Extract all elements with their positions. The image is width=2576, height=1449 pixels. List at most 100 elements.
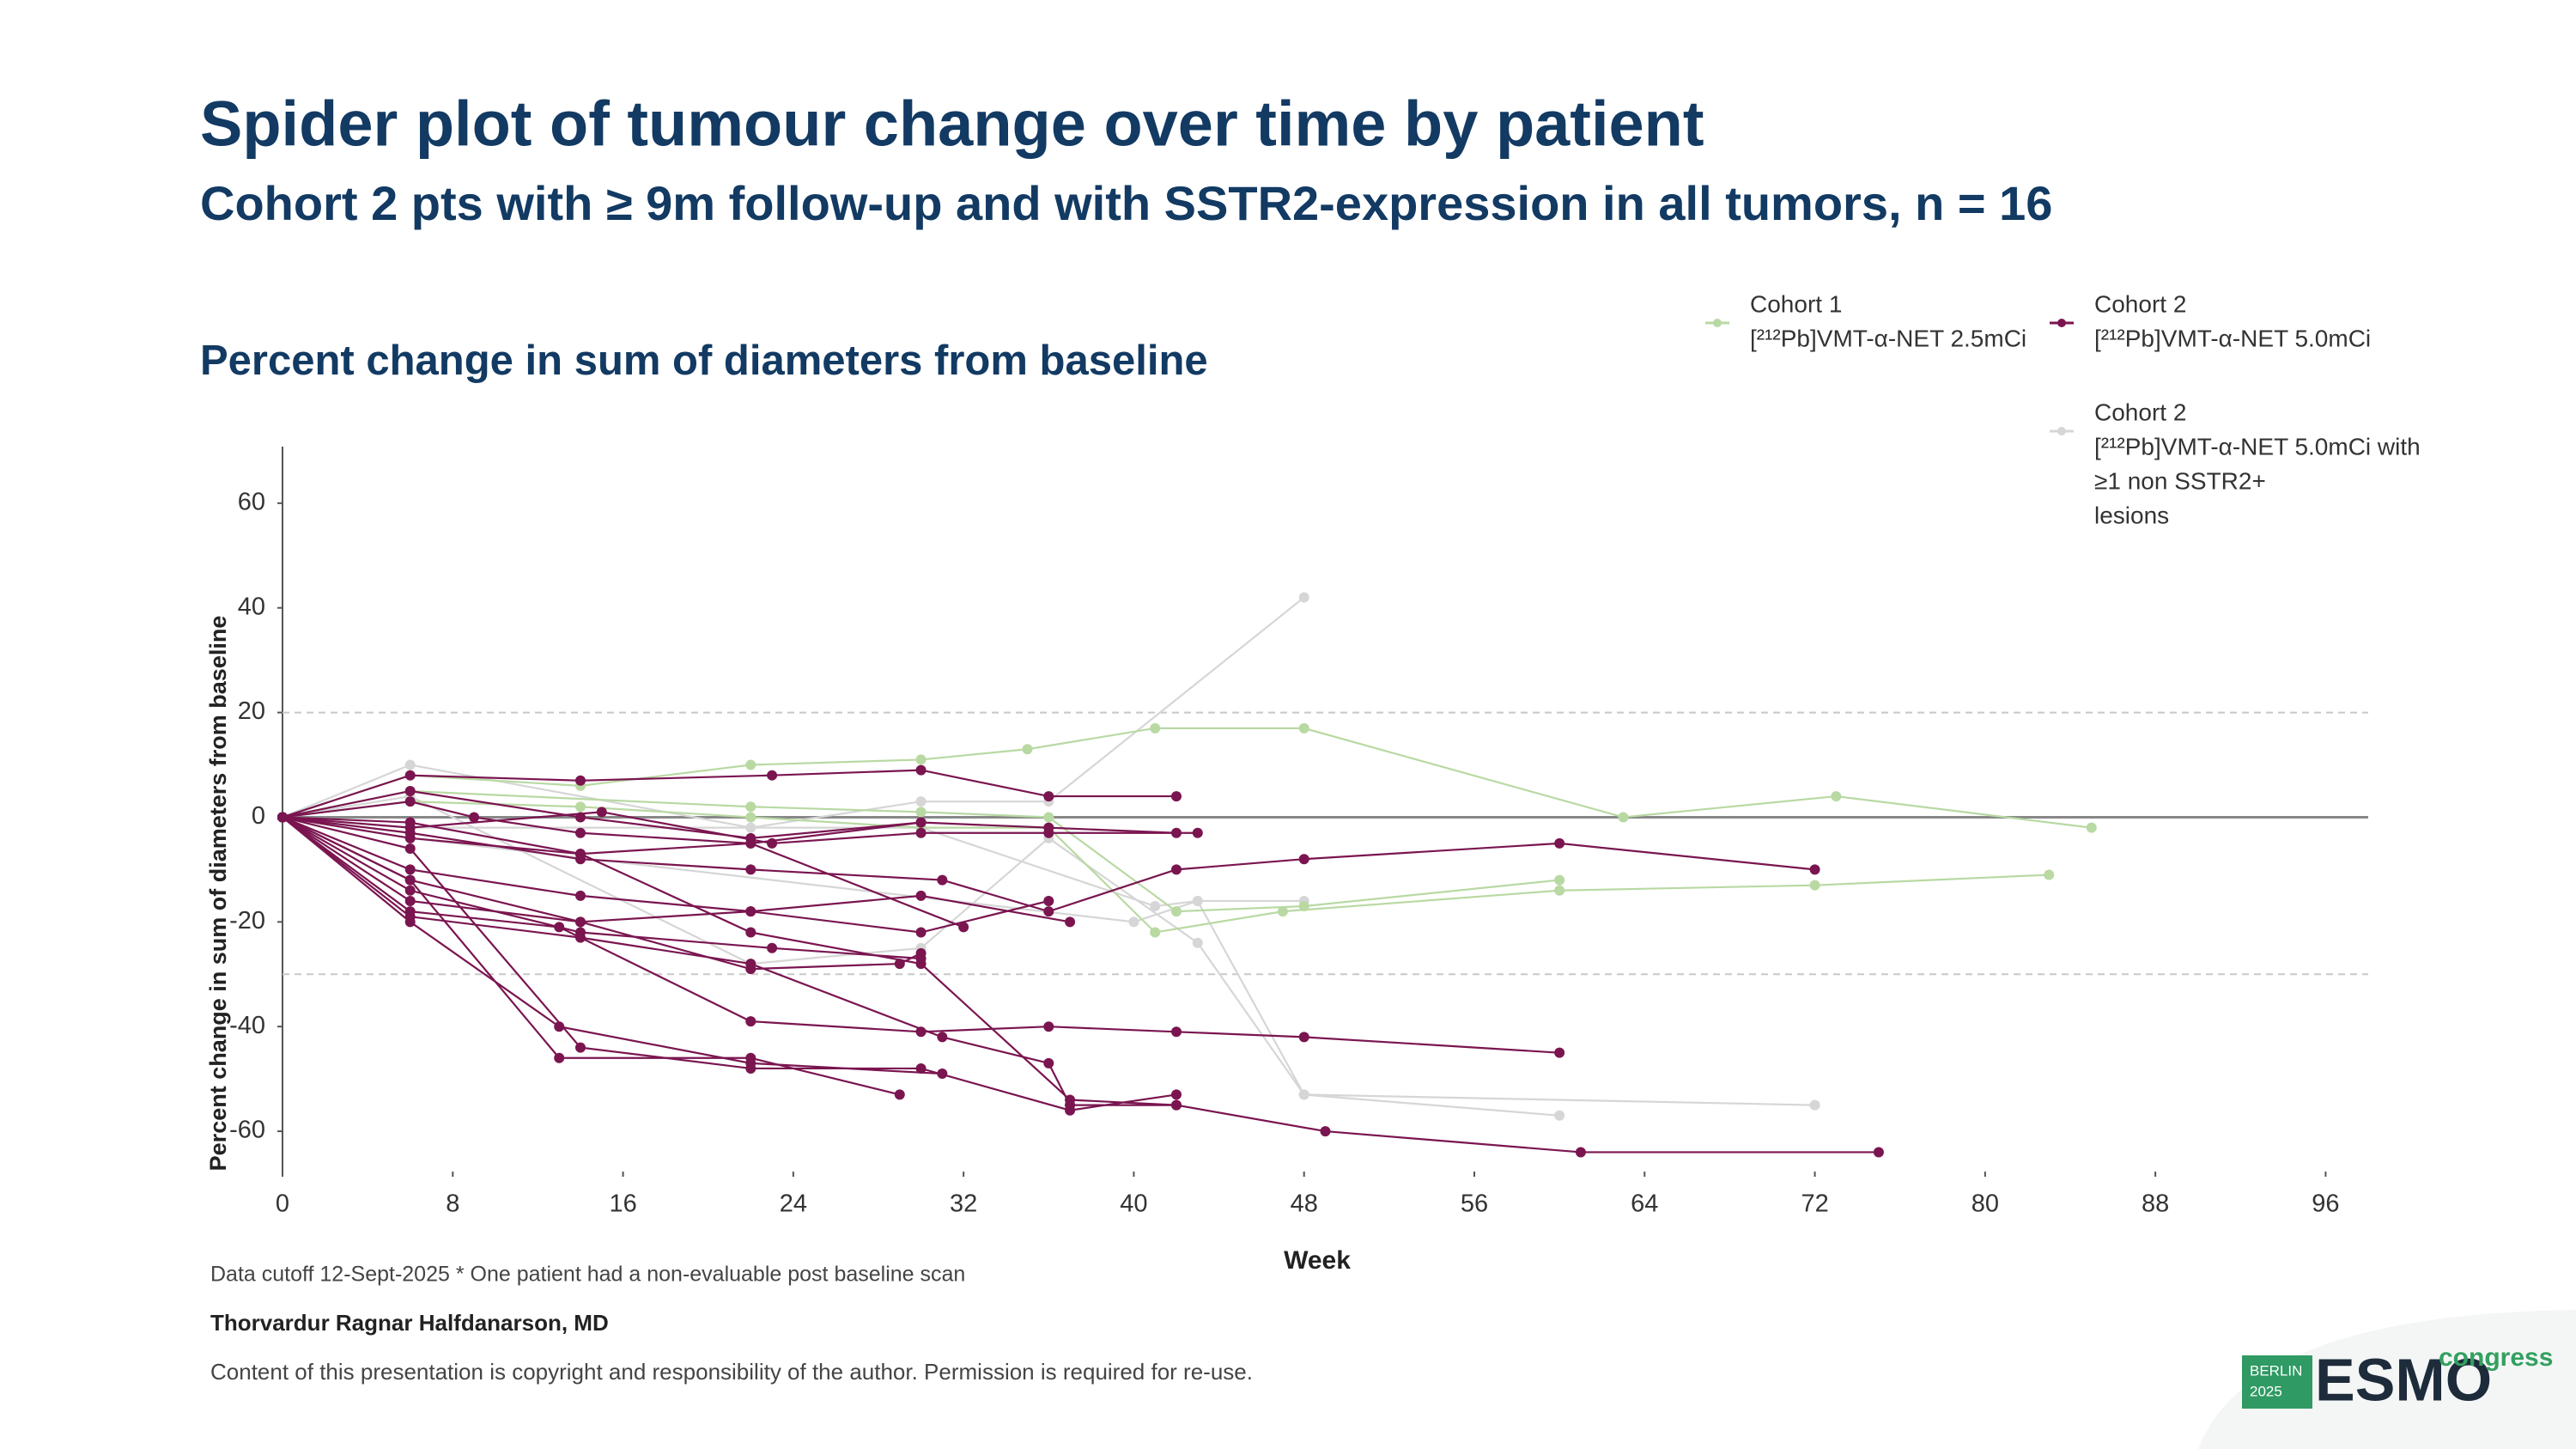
patient-point <box>575 932 586 943</box>
patient-point <box>915 796 927 807</box>
author: Thorvardur Ragnar Halfdanarson, MD <box>210 1310 609 1336</box>
patient-point <box>1575 1147 1586 1158</box>
patient-point <box>404 817 416 828</box>
logo-background <box>2198 1310 2576 1449</box>
slide-subtitle: Cohort 2 pts with ≥ 9m follow-up and wit… <box>200 176 2052 230</box>
legend-name: Cohort 1 <box>1750 290 1842 317</box>
patient-point <box>745 864 756 875</box>
y-tick-label: -60 <box>229 1117 265 1144</box>
patient-point <box>767 770 778 781</box>
patient-point <box>1128 916 1139 928</box>
patient-point <box>745 927 756 938</box>
x-tick-label: 40 <box>1120 1190 1147 1218</box>
patient-point <box>575 1042 586 1053</box>
patient-point <box>915 754 927 765</box>
patient-point <box>745 837 756 849</box>
patient-point <box>745 812 756 823</box>
patient-point <box>277 812 288 823</box>
patient-point <box>1043 822 1054 833</box>
logo-city: BERLIN <box>2250 1362 2302 1379</box>
patient-point <box>575 827 586 838</box>
patient-point <box>1554 874 1565 886</box>
x-tick-label: 32 <box>950 1190 977 1218</box>
slide-title: Spider plot of tumour change over time b… <box>200 88 1704 160</box>
patient-line <box>282 816 1879 1154</box>
patient-point <box>915 807 927 818</box>
patient-point <box>1043 895 1054 906</box>
y-axis-label: Percent change in sum of diameters from … <box>205 616 231 1172</box>
patient-point <box>1043 791 1054 802</box>
patient-point <box>915 947 927 959</box>
patient-point <box>1065 1094 1076 1105</box>
patient-point <box>554 1021 565 1032</box>
patient-point <box>404 785 416 796</box>
x-axis-label: Week <box>1284 1246 1351 1275</box>
patient-point <box>404 759 416 770</box>
patient-point <box>404 827 416 838</box>
patient-point <box>1298 901 1309 912</box>
x-tick-label: 56 <box>1461 1190 1488 1218</box>
chart-title: Percent change in sum of diameters from … <box>200 338 1208 384</box>
x-tick-label: 24 <box>780 1190 807 1218</box>
patient-point <box>1809 1099 1820 1111</box>
patient-point <box>575 812 586 823</box>
patient-point <box>1298 1089 1309 1100</box>
patient-point <box>1277 906 1288 917</box>
x-tick-label: 16 <box>609 1190 636 1218</box>
patient-point <box>745 1052 756 1063</box>
patient-point <box>404 796 416 807</box>
logo-badge <box>2242 1355 2312 1409</box>
patient-point <box>1171 791 1182 802</box>
x-tick-label: 72 <box>1801 1190 1828 1218</box>
patient-point <box>1192 937 1203 948</box>
patient-point <box>1171 1099 1182 1111</box>
logo-brand: ESMO <box>2315 1346 2492 1413</box>
patient-point <box>937 1032 948 1043</box>
patient-line <box>282 816 943 1075</box>
patient-point <box>1022 744 1033 755</box>
patient-point <box>937 874 948 886</box>
patient-point <box>915 817 927 828</box>
patient-point <box>1809 880 1820 891</box>
patient-point <box>404 864 416 875</box>
patient-point <box>1150 901 1161 912</box>
y-tick-label: 40 <box>238 593 265 620</box>
patient-point <box>404 874 416 886</box>
legend-description: ≥1 non SSTR2+ <box>2094 467 2266 494</box>
legend-description: [²¹²Pb]VMT-α-NET 2.5mCi <box>1750 325 2026 351</box>
legend-description: [²¹²Pb]VMT-α-NET 5.0mCi <box>2094 325 2371 351</box>
y-tick-label: -40 <box>229 1012 265 1039</box>
patient-point <box>1171 864 1182 875</box>
patient-point <box>1150 722 1161 734</box>
y-tick-label: 0 <box>252 802 265 830</box>
patient-point <box>404 843 416 855</box>
patient-point <box>915 890 927 901</box>
x-tick-label: 88 <box>2142 1190 2169 1218</box>
patient-point <box>1043 906 1054 917</box>
patient-point <box>1320 1126 1331 1137</box>
patient-point <box>1298 854 1309 865</box>
patient-point <box>1171 1089 1182 1100</box>
patient-point <box>1554 837 1565 849</box>
patient-point <box>915 927 927 938</box>
y-tick-label: 20 <box>238 697 265 725</box>
legend-marker <box>2057 319 2066 327</box>
patient-point <box>745 906 756 917</box>
patient-point <box>745 1016 756 1027</box>
patient-line <box>282 769 1176 819</box>
patient-point <box>404 770 416 781</box>
patient-point <box>404 885 416 896</box>
patient-point <box>554 1052 565 1063</box>
logo-year: 2025 <box>2250 1383 2282 1399</box>
series-group <box>277 764 1884 1158</box>
patient-point <box>1150 927 1161 938</box>
patient-point <box>1618 812 1629 823</box>
patient-point <box>1171 1026 1182 1038</box>
patient-point <box>575 775 586 786</box>
patient-point <box>404 911 416 922</box>
copyright: Content of this presentation is copyrigh… <box>210 1359 1253 1385</box>
patient-point <box>554 922 565 933</box>
patient-point <box>915 959 927 970</box>
y-tick-label: 60 <box>238 488 265 515</box>
